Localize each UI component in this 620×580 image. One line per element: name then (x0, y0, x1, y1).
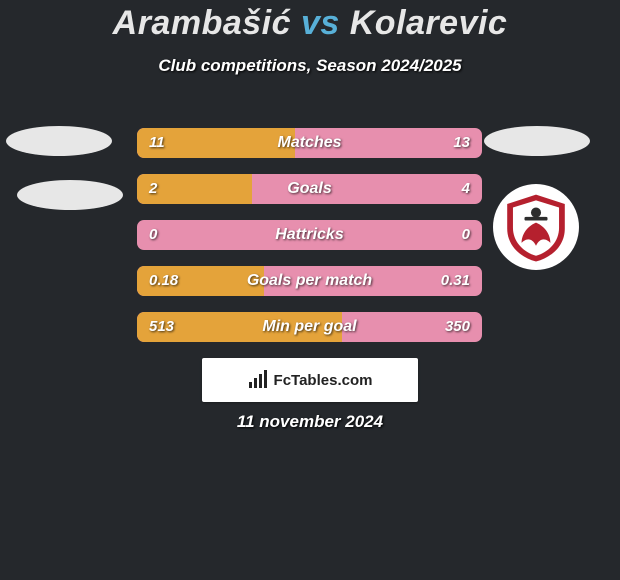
stat-row: Matches11 13 (137, 128, 482, 158)
title-player1: Arambašić (113, 4, 291, 42)
stat-value-right: 0 (462, 220, 470, 250)
team-crest (493, 184, 579, 270)
stat-row: Min per goal513 350 (137, 312, 482, 342)
title-player2: Kolarevic (350, 4, 508, 42)
emblem-right-top (484, 126, 590, 156)
stat-label: Hattricks (137, 220, 482, 250)
title-vs: vs (301, 4, 340, 42)
emblem-left-top (6, 126, 112, 156)
stat-value-right: 4 (462, 174, 470, 204)
subtitle: Club competitions, Season 2024/2025 (0, 56, 620, 76)
stat-value-left: 0.18 (149, 266, 178, 296)
comparison-rows: Matches11 13 Goals2 4 Hattricks0 0 Goals per m… (137, 128, 482, 358)
stat-value-left: 0 (149, 220, 157, 250)
stat-label: Matches (137, 128, 482, 158)
stat-row: Goals2 4 (137, 174, 482, 204)
stat-row: Hattricks0 0 (137, 220, 482, 250)
stat-value-left: 2 (149, 174, 157, 204)
stat-row: Goals per match0.18 0.31 (137, 266, 482, 296)
stat-value-right: 0.31 (441, 266, 470, 296)
stat-value-right: 13 (453, 128, 470, 158)
attribution-text: FcTables.com (274, 372, 373, 389)
stat-label: Min per goal (137, 312, 482, 342)
emblem-left-mid (17, 180, 123, 210)
attribution-badge: FcTables.com (202, 358, 418, 402)
stat-label: Goals per match (137, 266, 482, 296)
bar-chart-icon (248, 370, 268, 390)
stat-value-right: 350 (445, 312, 470, 342)
stat-value-left: 513 (149, 312, 174, 342)
date-text: 11 november 2024 (0, 412, 620, 432)
page-title: Arambašić vs Kolarevic (0, 6, 620, 42)
stat-label: Goals (137, 174, 482, 204)
stat-value-left: 11 (149, 128, 165, 158)
